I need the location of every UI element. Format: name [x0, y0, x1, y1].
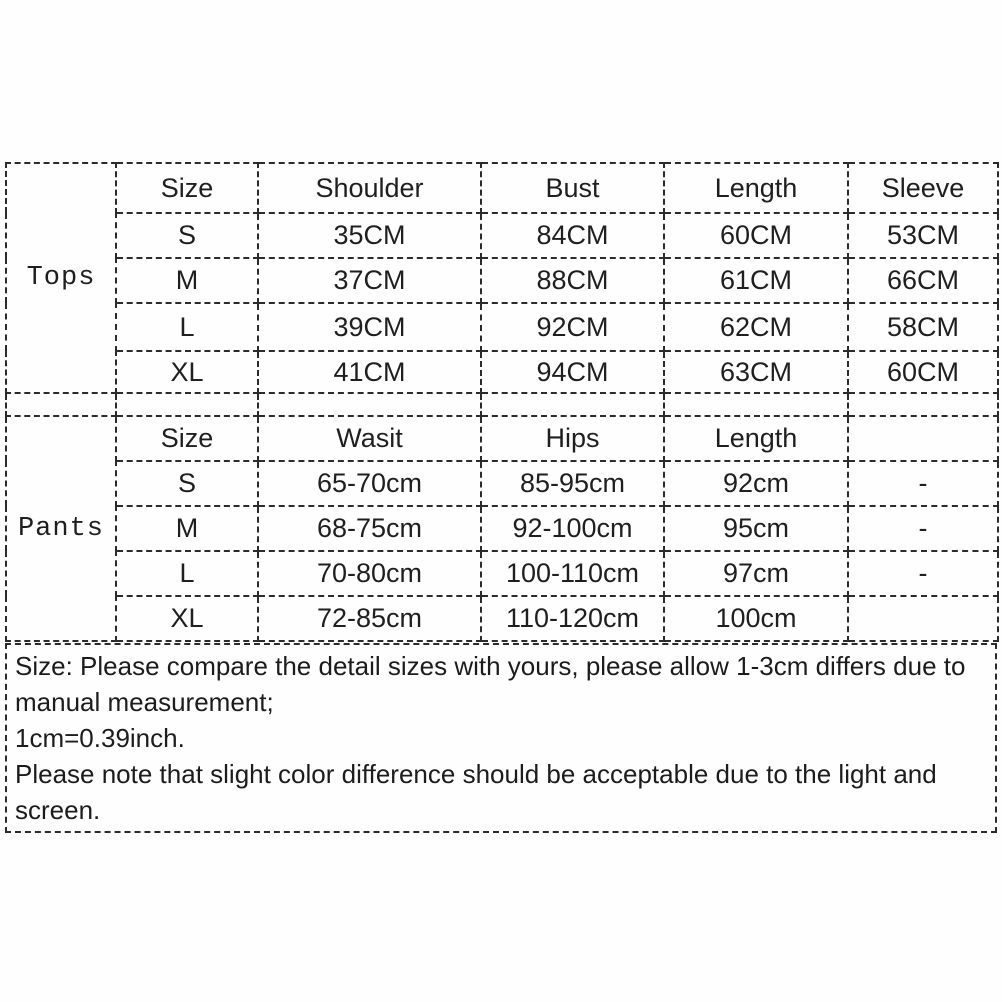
pants-row-m: M 68-75cm 92-100cm 95cm - — [6, 505, 999, 552]
tops-header-size: Size — [115, 162, 259, 214]
gap-cell — [257, 392, 482, 417]
tops-group-label: Tops — [5, 162, 117, 394]
tops-row-xl: XL 41CM 94CM 63CM 60CM — [6, 350, 999, 394]
tops-row-m: M 37CM 88CM 61CM 66CM — [6, 257, 999, 304]
table-cell: 95cm — [663, 505, 849, 552]
table-cell: 85-95cm — [480, 460, 665, 507]
tops-header-sleeve: Sleeve — [847, 162, 999, 214]
table-cell: 60CM — [663, 212, 849, 259]
table-cell: 62CM — [663, 302, 849, 352]
pants-row-l: L 70-80cm 100-110cm 97cm - — [6, 550, 999, 597]
table-cell: XL — [115, 595, 259, 642]
table-cell: 97cm — [663, 550, 849, 597]
table-cell: L — [115, 550, 259, 597]
tops-header-shoulder: Shoulder — [257, 162, 482, 214]
pants-header-size: Size — [115, 415, 259, 462]
table-cell: 92-100cm — [480, 505, 665, 552]
note-line-conversion: 1cm=0.39inch. — [15, 723, 185, 753]
pants-header-row: Pants Size Wasit Hips Length — [5, 415, 999, 642]
size-chart-table: Tops Size Shoulder Bust Length Sleeve S … — [5, 162, 999, 642]
tops-header-bust: Bust — [480, 162, 665, 214]
tops-row-l: L 39CM 92CM 62CM 58CM — [6, 302, 999, 352]
table-cell: S — [115, 212, 259, 259]
table-cell: 110-120cm — [480, 595, 665, 642]
table-cell: 61CM — [663, 257, 849, 304]
table-cell: 41CM — [257, 350, 482, 394]
tops-row-s: S 35CM 84CM 60CM 53CM — [6, 212, 999, 259]
table-cell: 58CM — [847, 302, 999, 352]
table-cell: 60CM — [847, 350, 999, 394]
pants-header-length: Length — [663, 415, 849, 462]
table-cell: 39CM — [257, 302, 482, 352]
pants-header-empty — [847, 415, 999, 462]
gap-cell — [847, 392, 999, 417]
table-cell: 100cm — [663, 595, 849, 642]
table-cell: - — [847, 460, 999, 507]
table-cell: M — [115, 505, 259, 552]
table-cell: - — [847, 505, 999, 552]
gap-cell — [115, 392, 259, 417]
gap-cell — [480, 392, 665, 417]
table-cell: 92cm — [663, 460, 849, 507]
gap-cell — [5, 392, 117, 417]
table-cell: 66CM — [847, 257, 999, 304]
table-cell: 92CM — [480, 302, 665, 352]
table-cell: 65-70cm — [257, 460, 482, 507]
table-cell: 72-85cm — [257, 595, 482, 642]
gap-cell — [663, 392, 849, 417]
table-cell: 84CM — [480, 212, 665, 259]
table-cell: 88CM — [480, 257, 665, 304]
table-cell: XL — [115, 350, 259, 394]
measurement-notes: Size: Please compare the detail sizes wi… — [5, 643, 997, 833]
table-cell: 100-110cm — [480, 550, 665, 597]
note-line-measurement: Size: Please compare the detail sizes wi… — [15, 651, 966, 717]
pants-header-waist: Wasit — [257, 415, 482, 462]
pants-header-hips: Hips — [480, 415, 665, 462]
table-cell: - — [847, 550, 999, 597]
pants-row-s: S 65-70cm 85-95cm 92cm - — [6, 460, 999, 507]
table-cell: S — [115, 460, 259, 507]
table-cell: 63CM — [663, 350, 849, 394]
pants-group-label: Pants — [5, 415, 117, 642]
tops-header-length: Length — [663, 162, 849, 214]
table-cell: 94CM — [480, 350, 665, 394]
table-section-gap — [5, 392, 999, 417]
note-line-color: Please note that slight color difference… — [15, 759, 937, 825]
table-cell: 53CM — [847, 212, 999, 259]
table-cell: 70-80cm — [257, 550, 482, 597]
table-cell: 35CM — [257, 212, 482, 259]
pants-row-xl: XL 72-85cm 110-120cm 100cm — [6, 595, 999, 642]
table-cell: 37CM — [257, 257, 482, 304]
tops-header-row: Tops Size Shoulder Bust Length Sleeve — [5, 162, 999, 394]
table-cell — [847, 595, 999, 642]
table-cell: L — [115, 302, 259, 352]
table-cell: 68-75cm — [257, 505, 482, 552]
table-cell: M — [115, 257, 259, 304]
